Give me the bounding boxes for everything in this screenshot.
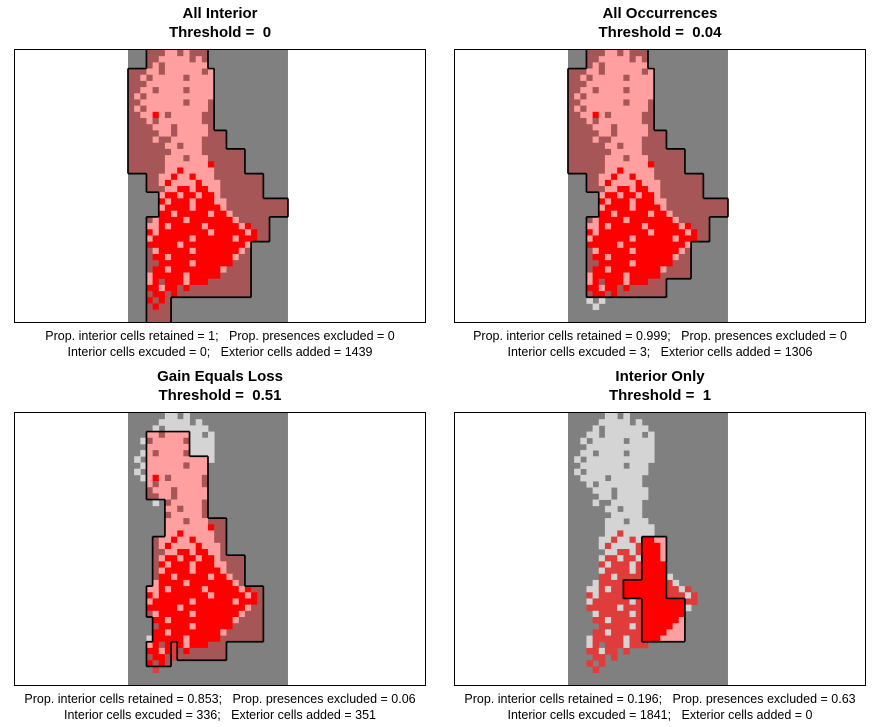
panel-threshold-label: Threshold = 0 [168,24,272,41]
panel-caption-block: Prop. interior cells retained = 0.196; P… [440,691,880,723]
panel-interior-only: Interior Only Threshold = 1 Prop. interi… [440,363,880,727]
map-canvas-interior-only [454,412,866,686]
panel-caption-block: Prop. interior cells retained = 1; Prop.… [0,328,440,360]
map-canvas-gain-equals-loss [14,412,426,686]
map-canvas-all-occurrences [454,49,866,323]
panel-caption-block: Prop. interior cells retained = 0.999; P… [440,328,880,360]
panel-all-occurrences: All Occurrences Threshold = 0.04 Prop. i… [440,0,880,363]
panel-title-block: Gain Equals Loss Threshold = 0.51 [0,363,440,411]
map-canvas-all-interior [14,49,426,323]
panel-caption-block: Prop. interior cells retained = 0.853; P… [0,691,440,723]
caption-cells-added: Interior cells excuded = 0; Exterior cel… [67,345,373,359]
panel-gain-equals-loss: Gain Equals Loss Threshold = 0.51 Prop. … [0,363,440,727]
caption-cells-added: Interior cells excuded = 3; Exterior cel… [507,345,813,359]
panel-title-block: All Interior Threshold = 0 [0,0,440,48]
panel-all-interior: All Interior Threshold = 0 Prop. interio… [0,0,440,363]
panel-title: Interior Only [615,368,705,385]
panel-threshold-label: Threshold = 0.04 [598,24,722,41]
caption-retained-excluded: Prop. interior cells retained = 0.196; P… [464,692,856,706]
panel-title: Gain Equals Loss [157,368,283,385]
caption-retained-excluded: Prop. interior cells retained = 0.999; P… [473,329,847,343]
panel-title-block: All Occurrences Threshold = 0.04 [440,0,880,48]
panel-threshold-label: Threshold = 1 [608,387,712,404]
caption-cells-added: Interior cells excuded = 1841; Exterior … [507,708,813,722]
panel-title-block: Interior Only Threshold = 1 [440,363,880,411]
panel-threshold-label: Threshold = 0.51 [158,387,282,404]
caption-retained-excluded: Prop. interior cells retained = 0.853; P… [24,692,416,706]
caption-cells-added: Interior cells excuded = 336; Exterior c… [64,708,376,722]
panel-title: All Occurrences [602,5,718,22]
caption-retained-excluded: Prop. interior cells retained = 1; Prop.… [45,329,395,343]
panel-title: All Interior [182,5,258,22]
